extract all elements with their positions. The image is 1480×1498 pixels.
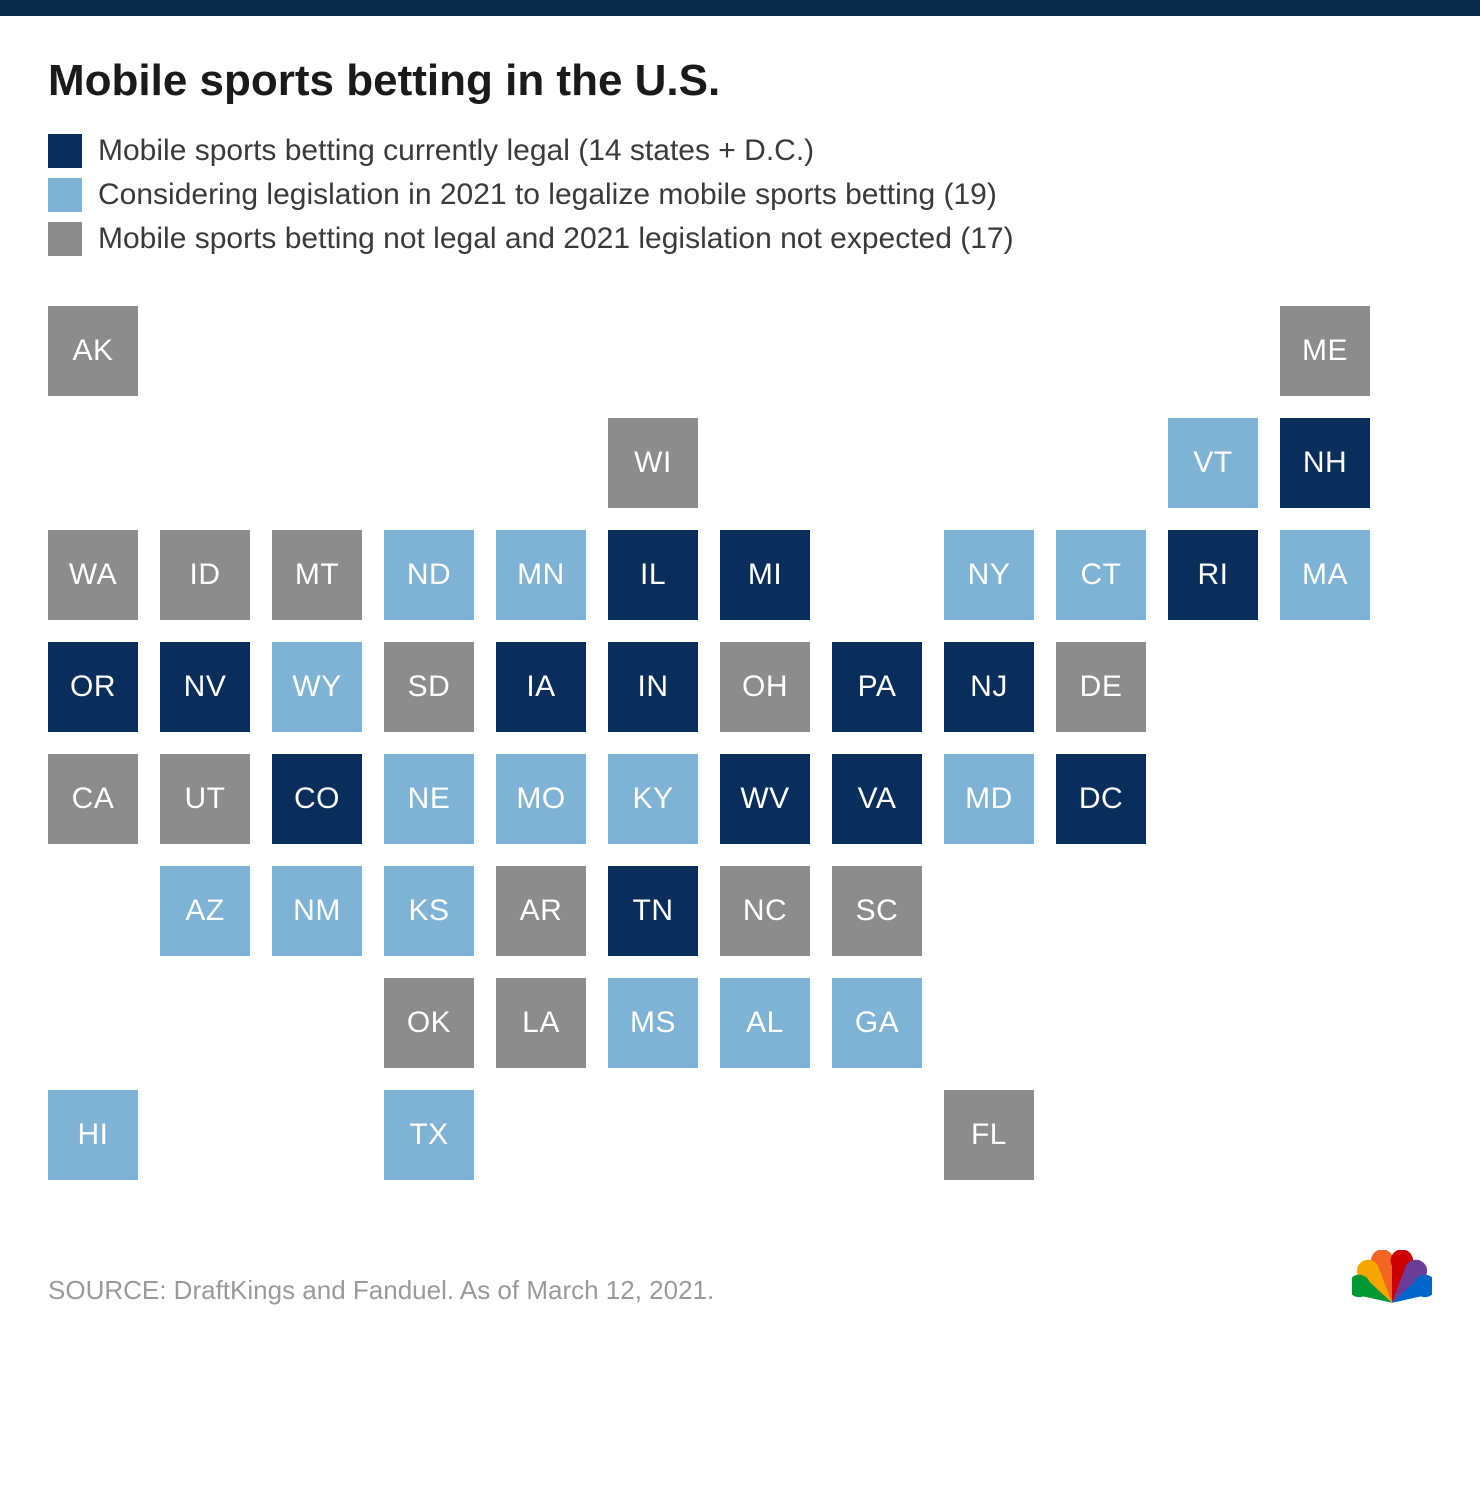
state-tile-id: ID — [160, 530, 250, 620]
state-tile-la: LA — [496, 978, 586, 1068]
state-tile-mi: MI — [720, 530, 810, 620]
state-tile-sc: SC — [832, 866, 922, 956]
state-tile-ok: OK — [384, 978, 474, 1068]
state-tile-de: DE — [1056, 642, 1146, 732]
tile-grid-map: AK ME WI VTNH WAIDMTNDMNILMI NYCTRIMA ORNVWYSD… — [48, 306, 1432, 1180]
legend-swatch — [48, 134, 82, 168]
legend-label: Mobile sports betting not legal and 2021… — [98, 222, 1014, 256]
legend-item: Mobile sports betting currently legal (1… — [48, 134, 1432, 168]
state-tile-ia: IA — [496, 642, 586, 732]
state-tile-sd: SD — [384, 642, 474, 732]
state-tile-md: MD — [944, 754, 1034, 844]
state-tile-ak: AK — [48, 306, 138, 396]
legend: Mobile sports betting currently legal (1… — [48, 134, 1432, 256]
state-tile-ar: AR — [496, 866, 586, 956]
state-tile-co: CO — [272, 754, 362, 844]
state-tile-tn: TN — [608, 866, 698, 956]
legend-swatch — [48, 178, 82, 212]
state-tile-ga: GA — [832, 978, 922, 1068]
state-tile-wy: WY — [272, 642, 362, 732]
legend-item: Considering legislation in 2021 to legal… — [48, 178, 1432, 212]
state-tile-ks: KS — [384, 866, 474, 956]
state-tile-in: IN — [608, 642, 698, 732]
legend-item: Mobile sports betting not legal and 2021… — [48, 222, 1432, 256]
state-tile-me: ME — [1280, 306, 1370, 396]
state-tile-dc: DC — [1056, 754, 1146, 844]
state-tile-al: AL — [720, 978, 810, 1068]
state-tile-wa: WA — [48, 530, 138, 620]
state-tile-nh: NH — [1280, 418, 1370, 508]
state-tile-or: OR — [48, 642, 138, 732]
state-tile-mo: MO — [496, 754, 586, 844]
state-tile-ct: CT — [1056, 530, 1146, 620]
state-tile-wi: WI — [608, 418, 698, 508]
state-tile-nj: NJ — [944, 642, 1034, 732]
state-tile-nv: NV — [160, 642, 250, 732]
chart-container: Mobile sports betting in the U.S. Mobile… — [0, 16, 1480, 1336]
state-tile-wv: WV — [720, 754, 810, 844]
state-tile-hi: HI — [48, 1090, 138, 1180]
state-tile-il: IL — [608, 530, 698, 620]
state-tile-ne: NE — [384, 754, 474, 844]
source-text: SOURCE: DraftKings and Fanduel. As of Ma… — [48, 1275, 714, 1306]
state-tile-tx: TX — [384, 1090, 474, 1180]
state-tile-oh: OH — [720, 642, 810, 732]
state-tile-ma: MA — [1280, 530, 1370, 620]
legend-swatch — [48, 222, 82, 256]
footer: SOURCE: DraftKings and Fanduel. As of Ma… — [48, 1240, 1432, 1306]
state-tile-ky: KY — [608, 754, 698, 844]
state-tile-ny: NY — [944, 530, 1034, 620]
state-tile-mn: MN — [496, 530, 586, 620]
chart-title: Mobile sports betting in the U.S. — [48, 56, 1432, 106]
state-tile-fl: FL — [944, 1090, 1034, 1180]
state-tile-nc: NC — [720, 866, 810, 956]
state-tile-mt: MT — [272, 530, 362, 620]
state-tile-ms: MS — [608, 978, 698, 1068]
cnbc-logo — [1352, 1250, 1432, 1306]
state-tile-ri: RI — [1168, 530, 1258, 620]
state-tile-va: VA — [832, 754, 922, 844]
top-accent-bar — [0, 0, 1480, 16]
state-tile-pa: PA — [832, 642, 922, 732]
legend-label: Mobile sports betting currently legal (1… — [98, 134, 814, 168]
legend-label: Considering legislation in 2021 to legal… — [98, 178, 997, 212]
state-tile-ca: CA — [48, 754, 138, 844]
state-tile-az: AZ — [160, 866, 250, 956]
state-tile-ut: UT — [160, 754, 250, 844]
state-tile-nd: ND — [384, 530, 474, 620]
state-tile-vt: VT — [1168, 418, 1258, 508]
state-tile-nm: NM — [272, 866, 362, 956]
